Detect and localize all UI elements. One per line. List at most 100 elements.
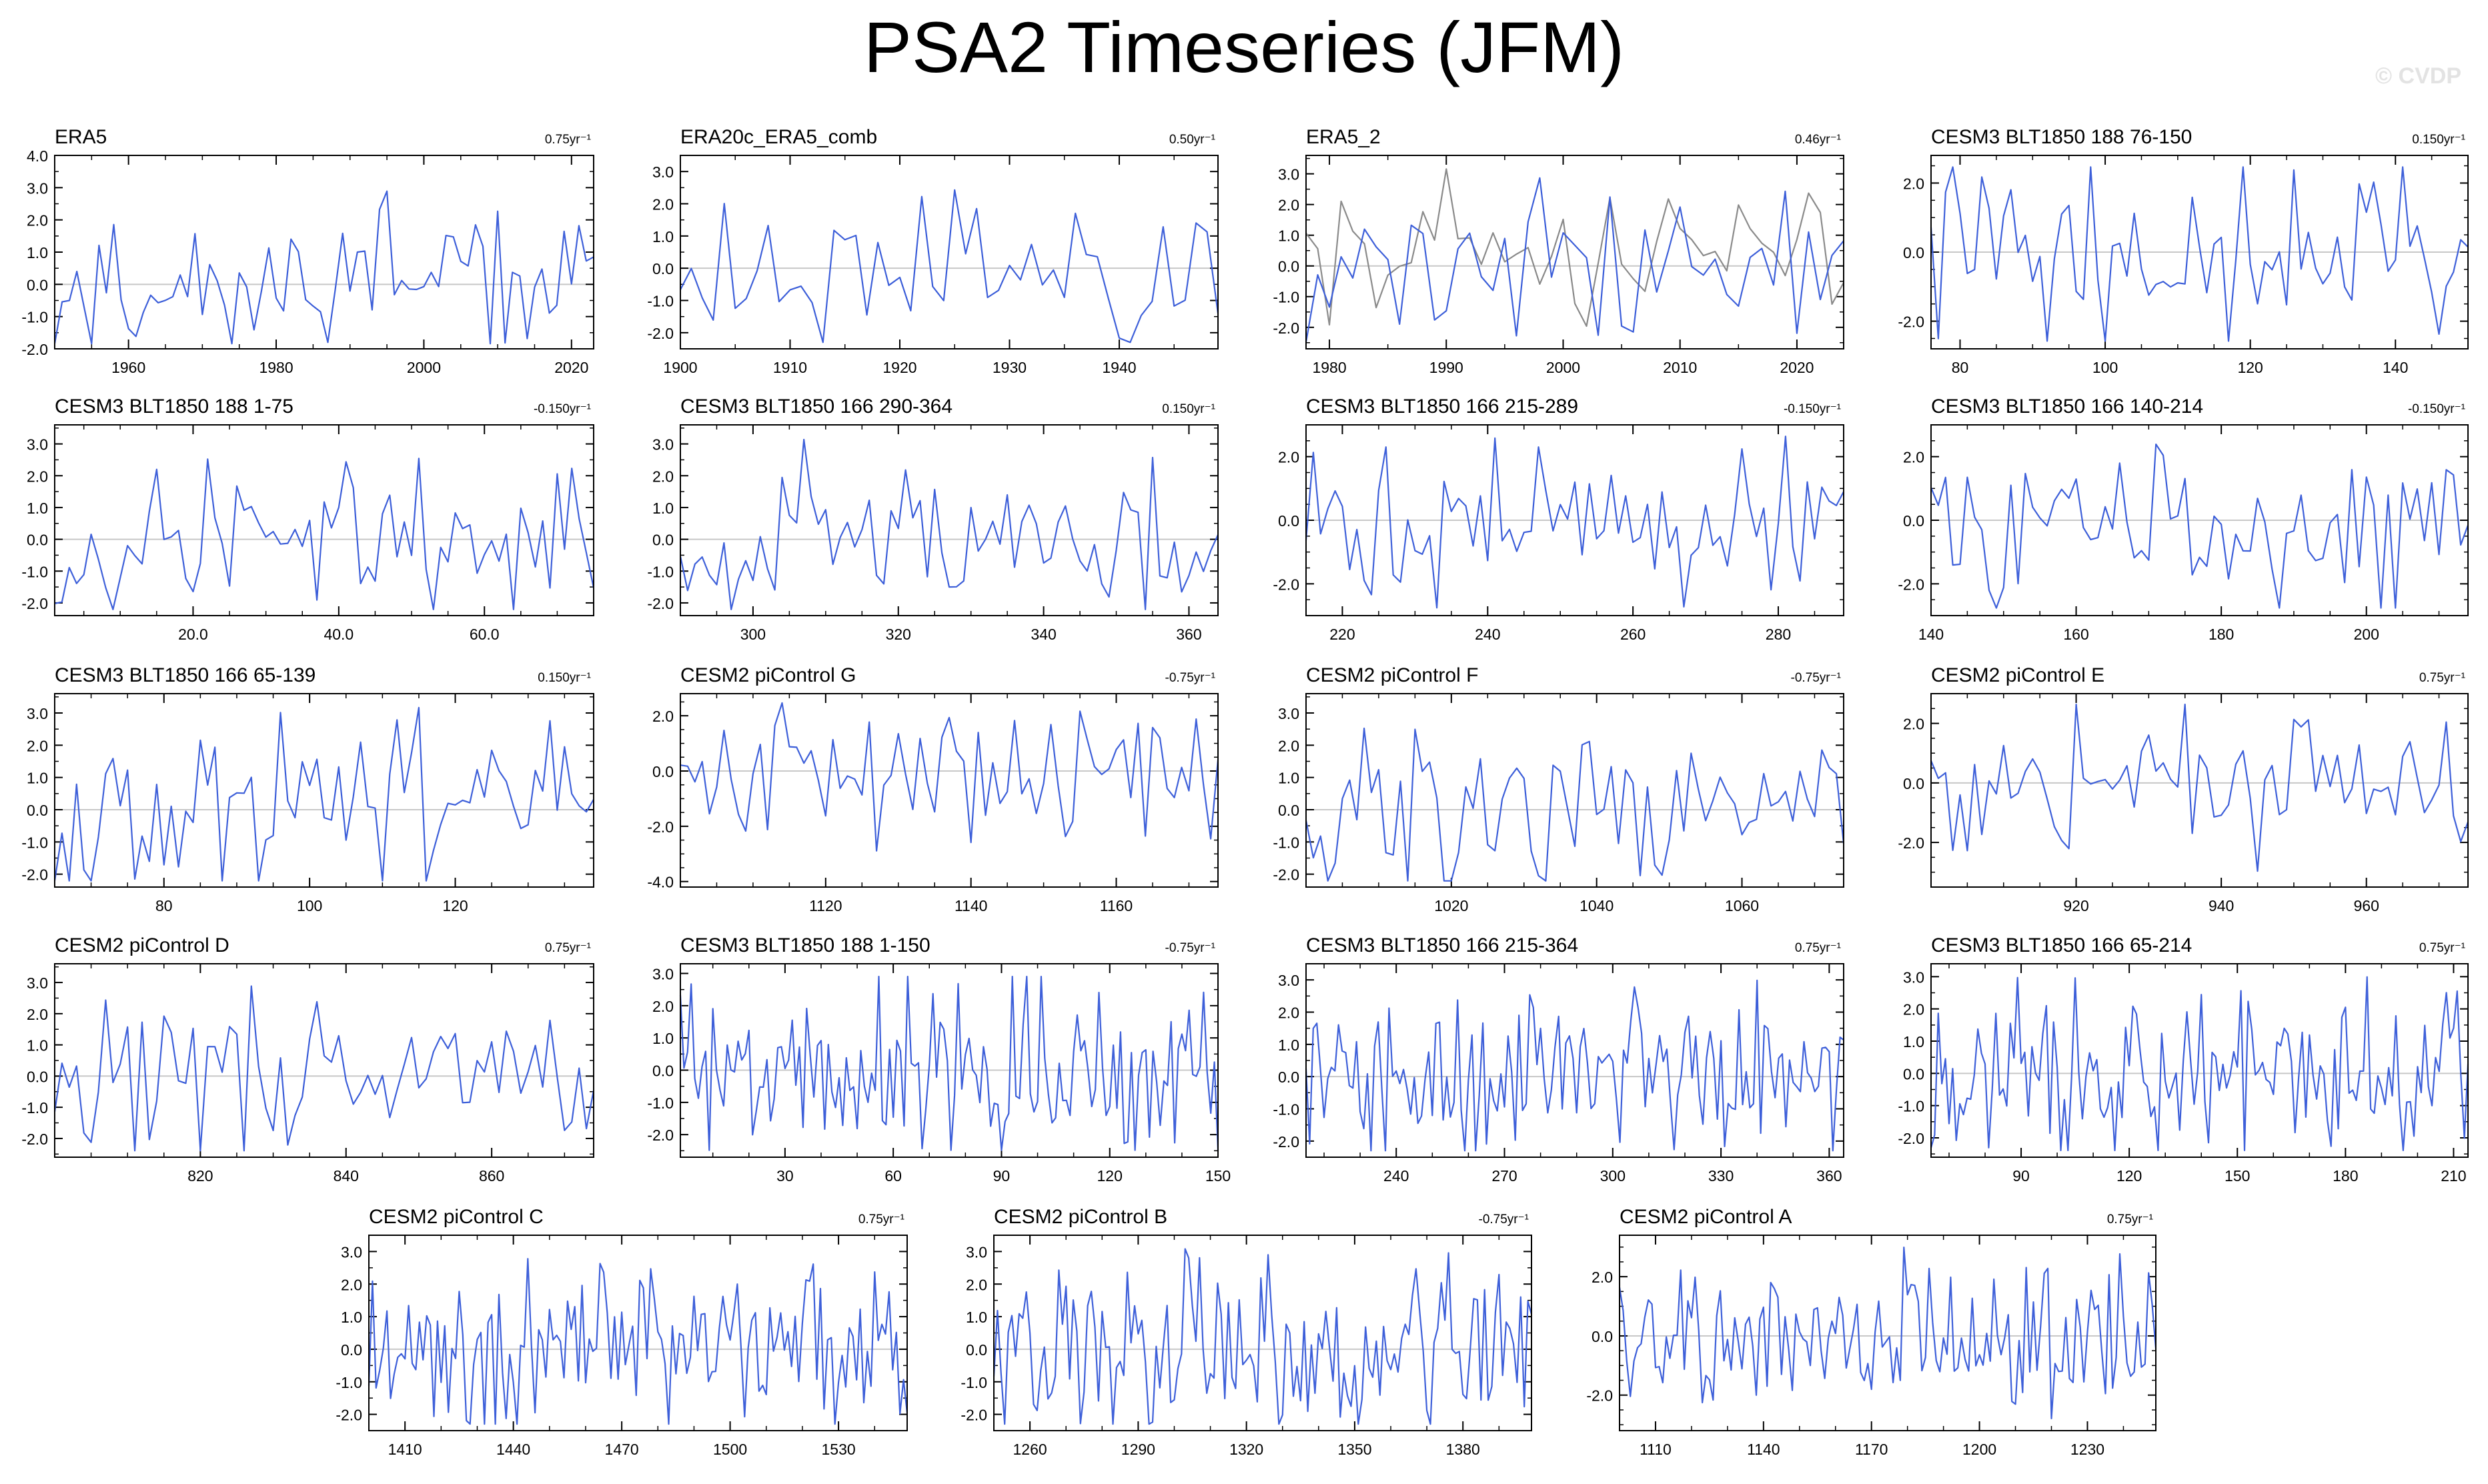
y-tick-label: 0.0 <box>27 802 48 819</box>
y-tick-label: -4.0 <box>647 874 674 891</box>
x-tick-label: 1290 <box>1121 1441 1155 1458</box>
panel-trend-label: 0.150yr⁻¹ <box>2412 133 2465 147</box>
panel-title: CESM2 piControl D <box>55 934 229 956</box>
y-tick-label: -2.0 <box>1273 1133 1299 1151</box>
x-tick-label: 100 <box>297 897 322 914</box>
x-tick-label: 120 <box>442 897 468 914</box>
x-tick-label: 1440 <box>496 1441 530 1458</box>
panel-trend-label: -0.75yr⁻¹ <box>1165 671 1216 685</box>
y-tick-label: -1.0 <box>1273 1101 1299 1119</box>
panel-title: CESM3 BLT1850 188 76-150 <box>1931 126 2192 148</box>
panel-title: ERA5 <box>55 126 107 148</box>
x-tick-label: 150 <box>2225 1167 2250 1185</box>
panel-title: CESM3 BLT1850 166 65-139 <box>55 664 316 686</box>
panel-3: ERA5_2 0.46yr⁻¹ 3.0 2.0 1.0 0.0 -1.0 -2.0 1980 19… <box>1273 126 1844 376</box>
x-tick-label: 1160 <box>1100 897 1133 914</box>
x-tick-label: 2020 <box>1780 359 1814 376</box>
panel-trend-label: 0.75yr⁻¹ <box>545 133 591 147</box>
panel-trend-label: 0.75yr⁻¹ <box>545 941 591 955</box>
y-tick-label: 2.0 <box>1278 197 1299 214</box>
y-tick-label: 0.0 <box>27 532 48 549</box>
x-tick-label: 960 <box>2354 897 2379 914</box>
panel-trend-label: -0.150yr⁻¹ <box>534 402 591 416</box>
series-line <box>368 1258 908 1425</box>
panel-trend-label: -0.150yr⁻¹ <box>1784 402 1841 416</box>
y-tick-label: -2.0 <box>21 866 48 884</box>
y-tick-label: 3.0 <box>27 974 48 992</box>
panel-title: CESM3 BLT1850 166 215-364 <box>1306 934 1578 956</box>
series-line <box>680 702 1219 852</box>
y-tick-label: -1.0 <box>647 293 674 310</box>
series-line <box>1930 703 2469 872</box>
series-line <box>1305 436 1844 609</box>
plot-frame <box>680 693 1219 888</box>
y-tick-label: 1.0 <box>966 1309 987 1326</box>
y-tick-label: 1.0 <box>1903 1033 1924 1050</box>
panel-trend-label: 0.46yr⁻¹ <box>1795 133 1841 147</box>
x-tick-label: 2000 <box>1546 359 1580 376</box>
plot-frame <box>54 693 594 888</box>
y-tick-label: 1.0 <box>1278 227 1299 245</box>
y-tick-label: -2.0 <box>21 341 48 358</box>
copyright-watermark: © CVDP <box>2375 63 2461 89</box>
y-tick-label: -2.0 <box>336 1407 362 1424</box>
x-tick-label: 1060 <box>1725 897 1759 914</box>
y-tick-label: -1.0 <box>21 309 48 326</box>
y-tick-label: -2.0 <box>21 1131 48 1148</box>
y-tick-label: -2.0 <box>1898 834 1924 852</box>
panel-trend-label: 0.75yr⁻¹ <box>2419 941 2465 955</box>
panel-title: CESM3 BLT1850 166 140-214 <box>1931 396 2203 418</box>
y-tick-label: 0.0 <box>1903 512 1924 530</box>
y-tick-label: 0.0 <box>652 260 674 277</box>
series-line <box>993 1248 1533 1425</box>
x-tick-label: 1230 <box>2070 1441 2104 1458</box>
panel-11: CESM2 piControl F -0.75yr⁻¹ 3.0 2.0 1.0 0.0 -1… <box>1273 664 1845 914</box>
panel-9: CESM3 BLT1850 166 65-139 0.150yr⁻¹ 3.0 2.0 1… <box>21 664 594 914</box>
x-tick-label: 1320 <box>1229 1441 1263 1458</box>
y-tick-label: -2.0 <box>647 1127 674 1144</box>
y-tick-label: -1.0 <box>961 1374 987 1391</box>
x-tick-label: 300 <box>740 626 766 643</box>
x-tick-label: 920 <box>2063 897 2088 914</box>
panel-2: ERA20c_ERA5_comb 0.50yr⁻¹ 3.0 2.0 1.0 0.0 -1.0… <box>647 126 1219 376</box>
y-tick-label: -2.0 <box>647 595 674 612</box>
plot-frame <box>1930 155 2469 349</box>
y-tick-label: 0.0 <box>1278 512 1299 530</box>
y-tick-label: 3.0 <box>27 436 48 454</box>
plot-frame <box>1305 424 1844 616</box>
y-tick-label: 1.0 <box>652 1030 674 1047</box>
panel-18: CESM2 piControl B -0.75yr⁻¹ 3.0 2.0 1.0 0.0 -1… <box>961 1206 1533 1458</box>
x-tick-label: 2000 <box>407 359 441 376</box>
x-tick-label: 2020 <box>554 359 588 376</box>
y-tick-label: 3.0 <box>652 163 674 181</box>
x-tick-label: 1260 <box>1013 1441 1047 1458</box>
x-tick-label: 240 <box>1383 1167 1409 1185</box>
panel-trend-label: 0.75yr⁻¹ <box>858 1213 904 1227</box>
x-tick-label: 340 <box>1031 626 1056 643</box>
x-tick-label: 320 <box>886 626 911 643</box>
x-tick-label: 90 <box>993 1167 1011 1185</box>
y-tick-label: 3.0 <box>966 1243 987 1261</box>
y-tick-label: 1.0 <box>27 770 48 787</box>
y-tick-label: 2.0 <box>27 1006 48 1023</box>
x-tick-label: 240 <box>1475 626 1500 643</box>
panel-trend-label: 0.75yr⁻¹ <box>2419 671 2465 685</box>
y-tick-label: 1.0 <box>1278 1036 1299 1054</box>
y-tick-label: 2.0 <box>652 998 674 1015</box>
x-tick-label: 80 <box>155 897 173 914</box>
x-tick-label: 940 <box>2209 897 2234 914</box>
plot-frame <box>54 155 594 349</box>
y-tick-label: 2.0 <box>652 468 674 485</box>
series-line <box>1305 727 1845 882</box>
y-tick-label: 0.0 <box>341 1341 362 1359</box>
x-tick-label: 1040 <box>1580 897 1614 914</box>
panel-title: CESM3 BLT1850 166 215-289 <box>1306 396 1578 418</box>
series-line <box>54 458 595 610</box>
plot-frame <box>54 963 594 1158</box>
y-tick-label: 0.0 <box>1903 775 1924 792</box>
series-line <box>1930 166 2469 342</box>
plot-frame <box>680 424 1219 616</box>
y-tick-label: 1.0 <box>652 500 674 517</box>
y-tick-label: 2.0 <box>966 1276 987 1293</box>
y-tick-label: -1.0 <box>336 1374 362 1391</box>
